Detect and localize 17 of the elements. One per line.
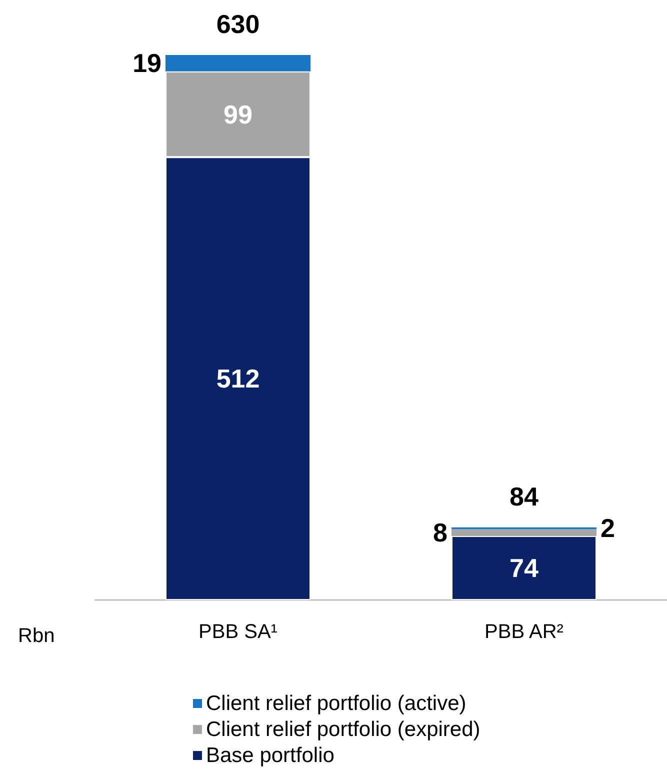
data-label: 99 bbox=[224, 99, 252, 130]
data-label: 74 bbox=[510, 552, 539, 583]
legend-label: Client relief portfolio (active) bbox=[206, 692, 466, 715]
y-axis-title: Rbn bbox=[18, 625, 55, 647]
data-label: 19 bbox=[132, 48, 162, 78]
data-label: 2 bbox=[600, 513, 615, 544]
x-tick-label: PBB SA¹ bbox=[198, 621, 278, 643]
legend-label: Client relief portfolio (expired) bbox=[206, 718, 480, 741]
legend-label: Base portfolio bbox=[206, 744, 334, 767]
data-label: 8 bbox=[433, 518, 448, 548]
bar bbox=[452, 529, 596, 536]
total-label: 630 bbox=[216, 9, 260, 39]
bar bbox=[452, 536, 596, 600]
total-label: 84 bbox=[510, 481, 539, 512]
data-label: 512 bbox=[216, 364, 260, 394]
bar bbox=[166, 55, 310, 72]
x-tick-label: PBB AR² bbox=[484, 621, 564, 643]
